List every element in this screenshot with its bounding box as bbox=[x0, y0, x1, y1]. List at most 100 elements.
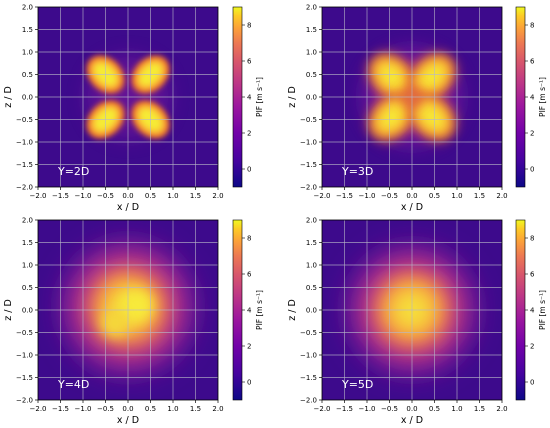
colorbar bbox=[516, 7, 525, 187]
x-tick-label: 0.0 bbox=[122, 192, 133, 200]
colorbar bbox=[233, 220, 242, 400]
y-tick-label: −1.0 bbox=[300, 352, 317, 360]
blob-hotspot-1 bbox=[121, 289, 153, 322]
x-tick-label: 1.5 bbox=[190, 192, 201, 200]
y-tick-label: −1.0 bbox=[16, 139, 33, 147]
panel-annotation: Y=2D bbox=[57, 165, 89, 178]
y-tick-label: 2.0 bbox=[22, 4, 33, 12]
lobe-core-4 bbox=[419, 104, 446, 131]
x-tick-label: 2.0 bbox=[496, 405, 507, 413]
y-axis-label: z / D bbox=[287, 86, 298, 108]
y-tick-label: 1.5 bbox=[306, 26, 317, 34]
y-tick-label: 0.0 bbox=[22, 94, 33, 102]
x-tick-label: 2.0 bbox=[496, 192, 507, 200]
colorbar-tick-label: 0 bbox=[247, 379, 251, 387]
colorbar-tick-label: 0 bbox=[530, 166, 534, 174]
y-tick-label: −2.0 bbox=[16, 397, 33, 405]
y-tick-label: −2.0 bbox=[300, 184, 317, 192]
y-tick-label: −0.5 bbox=[300, 116, 317, 124]
panel-3: −2.0 −1.5 −1.0 −0.5 0.0 0.5 1.0 1.5 2.0−2.0−1.5−… bbox=[3, 217, 264, 427]
x-tick-label: 0.0 bbox=[122, 405, 133, 413]
y-tick-label: −1.5 bbox=[16, 374, 33, 382]
lobe-core-1 bbox=[378, 63, 405, 90]
x-tick-label: −2.0 bbox=[314, 192, 331, 200]
y-tick-label: 1.0 bbox=[306, 262, 317, 270]
panel-1: −2.0 −1.5 −1.0 −0.5 0.0 0.5 1.0 1.5 2.0−2.0−1.5−… bbox=[3, 4, 264, 214]
x-tick-label: −1.5 bbox=[336, 405, 353, 413]
x-tick-label: −1.0 bbox=[75, 405, 92, 413]
x-tick-label: 0.5 bbox=[429, 192, 440, 200]
x-tick-label: 0.5 bbox=[145, 405, 156, 413]
y-tick-label: 1.0 bbox=[22, 49, 33, 57]
x-tick-label: 0.0 bbox=[406, 405, 417, 413]
y-axis-label: z / D bbox=[3, 86, 14, 108]
y-tick-label: −1.5 bbox=[16, 161, 33, 169]
heatmap-field bbox=[364, 49, 460, 145]
panel-2: −2.0 −1.5 −1.0 −0.5 0.0 0.5 1.0 1.5 2.0−2.0−1.5−… bbox=[287, 4, 547, 214]
x-tick-label: −2.0 bbox=[30, 192, 47, 200]
colorbar-tick-label: 4 bbox=[247, 94, 252, 102]
y-tick-label: 0.0 bbox=[306, 94, 317, 102]
y-tick-label: −0.5 bbox=[16, 116, 33, 124]
colorbar-tick-label: 2 bbox=[530, 130, 534, 138]
x-tick-label: −0.5 bbox=[97, 192, 114, 200]
y-tick-label: −1.5 bbox=[300, 161, 317, 169]
y-tick-label: −1.0 bbox=[16, 352, 33, 360]
colorbar-tick-label: 0 bbox=[247, 166, 251, 174]
y-tick-label: 0.0 bbox=[22, 307, 33, 315]
x-tick-label: 0.5 bbox=[145, 192, 156, 200]
x-tick-label: −1.5 bbox=[52, 192, 69, 200]
colorbar-tick-label: 8 bbox=[530, 22, 534, 30]
x-tick-label: 1.0 bbox=[167, 405, 178, 413]
y-tick-label: 1.0 bbox=[306, 49, 317, 57]
x-tick-label: −0.5 bbox=[381, 192, 398, 200]
y-tick-label: −1.0 bbox=[300, 139, 317, 147]
colorbar-tick-label: 2 bbox=[247, 343, 251, 351]
x-tick-label: −1.5 bbox=[336, 192, 353, 200]
y-tick-label: 0.5 bbox=[306, 71, 317, 79]
x-tick-label: 0.0 bbox=[406, 192, 417, 200]
x-tick-label: 2.0 bbox=[212, 192, 223, 200]
y-tick-label: 0.5 bbox=[306, 284, 317, 292]
colorbar-tick-label: 8 bbox=[530, 235, 534, 243]
y-tick-label: −0.5 bbox=[300, 329, 317, 337]
colorbar-tick-label: 6 bbox=[530, 271, 535, 279]
y-tick-label: 1.5 bbox=[22, 26, 33, 34]
y-tick-label: 0.5 bbox=[22, 284, 33, 292]
y-axis-label: z / D bbox=[287, 299, 298, 321]
colorbar-tick-label: 6 bbox=[247, 58, 252, 66]
y-tick-label: 0.5 bbox=[22, 71, 33, 79]
x-tick-label: −2.0 bbox=[314, 405, 331, 413]
colorbar bbox=[516, 220, 525, 400]
colorbar-tick-label: 8 bbox=[247, 22, 251, 30]
colorbar-label: PIF [m s⁻¹] bbox=[255, 290, 264, 330]
x-tick-label: 1.0 bbox=[451, 192, 462, 200]
y-tick-label: 1.0 bbox=[22, 262, 33, 270]
y-tick-label: 1.5 bbox=[22, 239, 33, 247]
colorbar-label: PIF [m s⁻¹] bbox=[255, 77, 264, 117]
x-tick-label: −1.0 bbox=[359, 192, 376, 200]
x-tick-label: −1.5 bbox=[52, 405, 69, 413]
x-tick-label: −0.5 bbox=[381, 405, 398, 413]
panel-annotation: Y=4D bbox=[57, 378, 89, 391]
colorbar-tick-label: 2 bbox=[247, 130, 251, 138]
colorbar-tick-label: 0 bbox=[530, 379, 534, 387]
x-axis-label: x / D bbox=[117, 415, 139, 426]
y-tick-label: 2.0 bbox=[306, 4, 317, 12]
colorbar-tick-label: 8 bbox=[247, 235, 251, 243]
panel-annotation: Y=5D bbox=[341, 378, 373, 391]
y-tick-label: −1.5 bbox=[300, 374, 317, 382]
x-tick-label: −0.5 bbox=[97, 405, 114, 413]
lobe-core-3 bbox=[378, 104, 405, 131]
colorbar-tick-label: 4 bbox=[530, 307, 535, 315]
colorbar-tick-label: 6 bbox=[247, 271, 252, 279]
y-tick-label: 2.0 bbox=[22, 217, 33, 225]
x-tick-label: 1.0 bbox=[451, 405, 462, 413]
colorbar-tick-label: 4 bbox=[530, 94, 535, 102]
x-tick-label: −2.0 bbox=[30, 405, 47, 413]
colorbar-label: PIF [m s⁻¹] bbox=[538, 290, 547, 330]
x-axis-label: x / D bbox=[401, 415, 423, 426]
panel-4: −2.0 −1.5 −1.0 −0.5 0.0 0.5 1.0 1.5 2.0−2.0−1.5−… bbox=[287, 217, 547, 427]
x-axis-label: x / D bbox=[401, 202, 423, 213]
y-tick-label: 0.0 bbox=[306, 307, 317, 315]
